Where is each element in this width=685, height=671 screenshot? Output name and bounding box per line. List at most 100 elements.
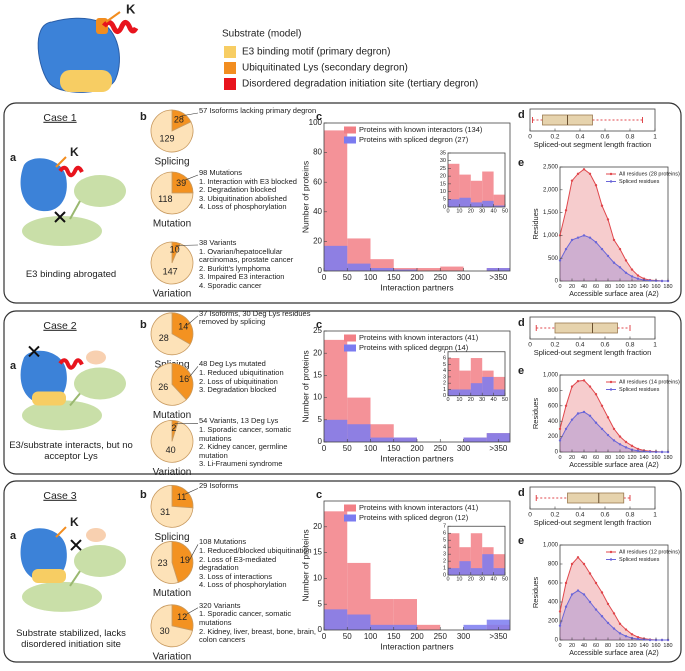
pie-notes: 98 Mutations 1. Interaction with E3 block…: [199, 168, 317, 212]
pie-value-label: 28: [159, 333, 169, 343]
y-tick-label: 500: [548, 256, 559, 262]
inset-bar: [493, 376, 505, 396]
panel-label: b: [140, 111, 147, 123]
x-tick-label: 160: [651, 643, 660, 649]
x-tick-label: 20: [569, 455, 575, 461]
pie-notes: 320 Variants 1. Sporadic cancer, somatic …: [199, 601, 317, 645]
e3-partner: [22, 400, 102, 431]
x-tick-label: 0: [446, 577, 449, 583]
x-tick-label: 100: [364, 444, 378, 453]
pie-leader: [189, 544, 199, 560]
block-mark: [28, 345, 40, 358]
data-point: [576, 589, 580, 592]
x-tick-label: 180: [663, 455, 672, 461]
y-tick-label: 5: [443, 197, 446, 203]
data-point: [582, 410, 586, 414]
inset-bar: [482, 376, 494, 396]
x-tick-label: 0.2: [550, 134, 559, 141]
legend-swatch: [224, 46, 236, 58]
x-tick-label: 140: [639, 643, 648, 649]
pie-note: 3. Ubiquitination abolished: [199, 193, 287, 203]
x-axis-label: Interaction partners: [380, 641, 453, 651]
y-axis-label: Residues: [531, 577, 540, 609]
x-tick-label: 180: [663, 284, 672, 290]
x-tick-label: 0.2: [550, 342, 559, 349]
y-tick-label: 10: [313, 393, 322, 402]
y-tick-label: 80: [313, 148, 322, 157]
histogram-bar: [324, 339, 348, 442]
histogram-bar: [324, 609, 348, 630]
inset-bar: [459, 197, 471, 207]
inset-bar: [448, 199, 460, 207]
x-tick-label: 200: [410, 444, 424, 453]
y-tick-label: 0: [318, 625, 323, 634]
histogram-bar: [417, 268, 441, 271]
x-tick-label: 300: [457, 273, 471, 282]
pie-notes: 29 Isoforms: [199, 482, 317, 491]
data-point: [570, 593, 574, 596]
x-axis-label: Spliced-out segment length fraction: [534, 140, 652, 149]
pie-value-label: 30: [160, 626, 170, 636]
histogram-bar: [347, 562, 371, 630]
data-point: [558, 439, 562, 442]
y-tick-label: 0: [443, 573, 446, 579]
data-point: [624, 446, 628, 449]
pie-slice: [171, 604, 194, 631]
data-point: [636, 447, 640, 451]
x-axis-label: Accessible surface area (A2): [569, 291, 658, 298]
histogram-bar: [370, 437, 394, 442]
x-tick-label: 300: [457, 444, 471, 453]
lys-stick: [55, 526, 67, 538]
data-point: [588, 172, 592, 176]
x-tick-label: 100: [615, 284, 624, 290]
histogram-bar: [347, 263, 371, 271]
panel-label: d: [518, 487, 525, 499]
pie-slice: [150, 604, 193, 648]
primary-degron-shape: [32, 391, 66, 406]
x-tick-label: >350: [489, 632, 508, 641]
data-point: [582, 379, 586, 382]
pie-value-label: 31: [160, 507, 170, 517]
pie-slice: [171, 541, 194, 584]
data-point: [594, 241, 598, 244]
data-point: [594, 184, 598, 187]
histogram-bar: [324, 245, 348, 271]
pie-note: 2. Degradation blocked: [199, 185, 277, 195]
pie-note: 4. Loss of phosphorylation: [199, 202, 287, 212]
block-mark: [54, 211, 66, 223]
pie-label: Splicing: [154, 532, 189, 543]
data-point: [612, 261, 616, 264]
legend-label: Ubiquitinated Lys (secondary degron): [242, 63, 408, 74]
data-point: [612, 627, 616, 630]
x-tick-label: 0.6: [600, 512, 609, 519]
case-diagram: [20, 526, 126, 612]
x-tick-label: 0: [322, 632, 327, 641]
pie-leader: [181, 112, 199, 117]
pie-note: 3. Li-Fraumeni syndrome: [199, 459, 283, 469]
x-tick-label: 180: [663, 643, 672, 649]
legend-dot: [609, 558, 613, 561]
y-tick-label: 30: [440, 158, 446, 164]
data-point: [600, 427, 604, 431]
x-tick-label: 40: [491, 577, 497, 583]
data-point: [558, 610, 562, 613]
pie-slice: [171, 362, 194, 401]
y-tick-label: 10: [440, 189, 446, 195]
data-point: [582, 562, 586, 566]
data-point: [594, 581, 598, 585]
substrate-body: [20, 528, 67, 582]
pie-label: Mutation: [153, 410, 191, 421]
x-tick-label: 250: [434, 273, 448, 282]
x-tick-label: 60: [593, 643, 599, 649]
inset-bar: [459, 389, 471, 396]
data-point: [564, 209, 568, 212]
data-point: [564, 605, 568, 608]
pie-value-label: 10: [170, 245, 180, 255]
pie-value-label: 16: [179, 374, 189, 384]
x-tick-label: 100: [615, 455, 624, 461]
panel-label: a: [10, 530, 17, 542]
data-point: [660, 279, 664, 283]
tertiary-degron-shape: [58, 165, 84, 178]
pie-leader: [184, 174, 199, 181]
histogram-bar: [324, 511, 348, 630]
